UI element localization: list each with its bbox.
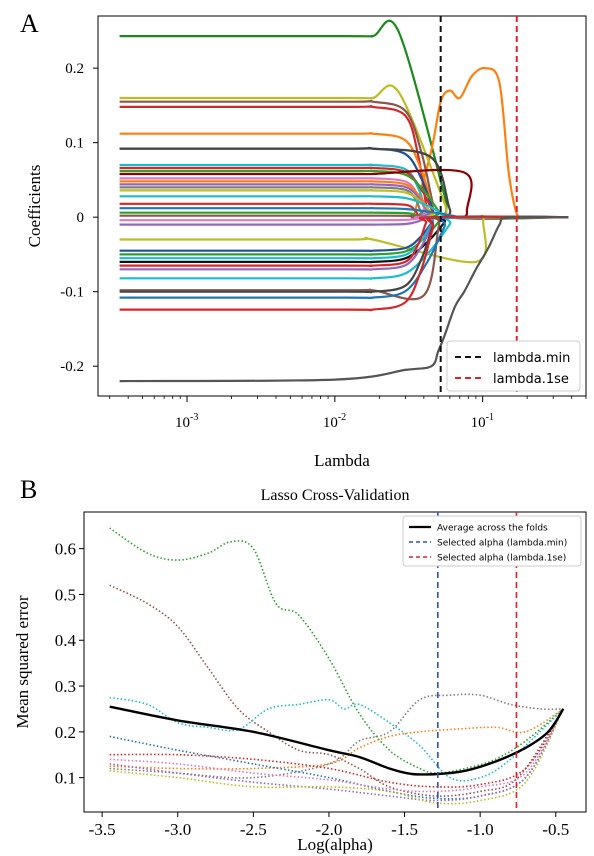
- chart-a-frame: [97, 15, 587, 397]
- fold-curve-7: [109, 708, 564, 788]
- y-tick-label: -0.2: [60, 359, 84, 375]
- x-tick-label: -3.5: [89, 820, 116, 839]
- y-tick-label: 0.2: [65, 61, 84, 77]
- chart-b-title: Lasso Cross-Validation: [261, 487, 410, 504]
- cross-validation-chart: Lasso Cross-Validation 0.10.20.30.40.50.…: [13, 487, 587, 854]
- coefficient-path-6: [119, 132, 569, 220]
- chart-b-legend: Average across the folds Selected alpha (…: [402, 515, 582, 567]
- coefficient-path-37: [119, 215, 569, 383]
- coefficient-path-36: [119, 215, 569, 312]
- y-tick-label: 0: [77, 210, 85, 226]
- lasso-path-chart: 0.2 0.1 0 -0.1 -0.2 10-3 10-2 10-1 Lambda Coeff…: [25, 15, 587, 470]
- x-tick-label: -3.0: [164, 820, 191, 839]
- y-tick-label: 0.1: [65, 136, 84, 152]
- legend-b-box: [402, 515, 582, 567]
- coefficient-path-12: [119, 168, 569, 219]
- y-tick-label: 0.6: [55, 540, 76, 559]
- coefficient-paths: [119, 19, 569, 383]
- chart-b-xlabel: Log(alpha): [297, 835, 373, 854]
- y-tick-label: 0.3: [55, 677, 76, 696]
- coefficient-path-18: [119, 195, 569, 219]
- x-tick-label: 10-1: [471, 412, 494, 431]
- y-tick-label: -0.1: [60, 285, 84, 301]
- x-tick-label: -1.5: [391, 820, 418, 839]
- y-tick-label: 0.2: [55, 723, 76, 742]
- x-tick-label: -0.5: [542, 820, 569, 839]
- y-tick-label: 0.4: [55, 631, 77, 650]
- x-tick-label: 10-2: [323, 412, 346, 431]
- chart-a-legend: lambda.min lambda.1se: [446, 340, 581, 392]
- chart-b-ticks: 0.1 0.2 0.3 0.4 0.5 0.6 -3.5 -3.0 -2.5 -2.0 -1.5 -1…: [55, 540, 569, 839]
- panel-label-b: B: [20, 475, 37, 504]
- fold-curve-4: [109, 693, 564, 779]
- x-tick-label: 10-3: [175, 412, 198, 431]
- coefficient-path-3: [119, 84, 569, 220]
- legend-a-label: lambda.1se: [493, 372, 569, 387]
- chart-a-ticks: 0.2 0.1 0 -0.1 -0.2 10-3 10-2 10-1: [60, 61, 587, 431]
- fold-curve-10: [109, 708, 565, 805]
- fold-mse-curves: [109, 527, 565, 805]
- coefficient-path-4: [119, 99, 569, 220]
- x-tick-label: -2.5: [240, 820, 267, 839]
- legend-b-label: Selected alpha (lambda.1se): [437, 554, 566, 564]
- chart-b-frame: [83, 511, 587, 813]
- fold-curve-6: [109, 708, 565, 800]
- coefficient-path-2: [412, 66, 525, 219]
- x-tick-label: -1.0: [467, 820, 494, 839]
- legend-a-label: lambda.min: [493, 351, 570, 366]
- x-tick-label: -2.0: [315, 820, 342, 839]
- coefficient-path-10: [119, 166, 569, 219]
- legend-b-label: Average across the folds: [437, 524, 548, 534]
- chart-a-xlabel: Lambda: [314, 451, 370, 470]
- chart-b-ylabel: Mean squared error: [13, 595, 32, 728]
- average-mse-curve: [109, 705, 565, 776]
- chart-a-ylabel: Coefficients: [25, 165, 44, 248]
- chart-a-reference-lines: [439, 16, 518, 396]
- fold-curve-3: [109, 696, 564, 782]
- legend-b-label: Selected alpha (lambda.min): [437, 539, 567, 549]
- panel-label-a: A: [20, 9, 39, 38]
- fold-curve-9: [109, 708, 565, 802]
- y-tick-label: 0.5: [55, 585, 76, 604]
- coefficient-path-5: [119, 105, 569, 220]
- coefficient-path-1: [119, 19, 569, 220]
- fold-curve-8: [109, 708, 564, 793]
- fold-curve-2: [109, 584, 564, 797]
- y-tick-label: 0.1: [55, 769, 76, 788]
